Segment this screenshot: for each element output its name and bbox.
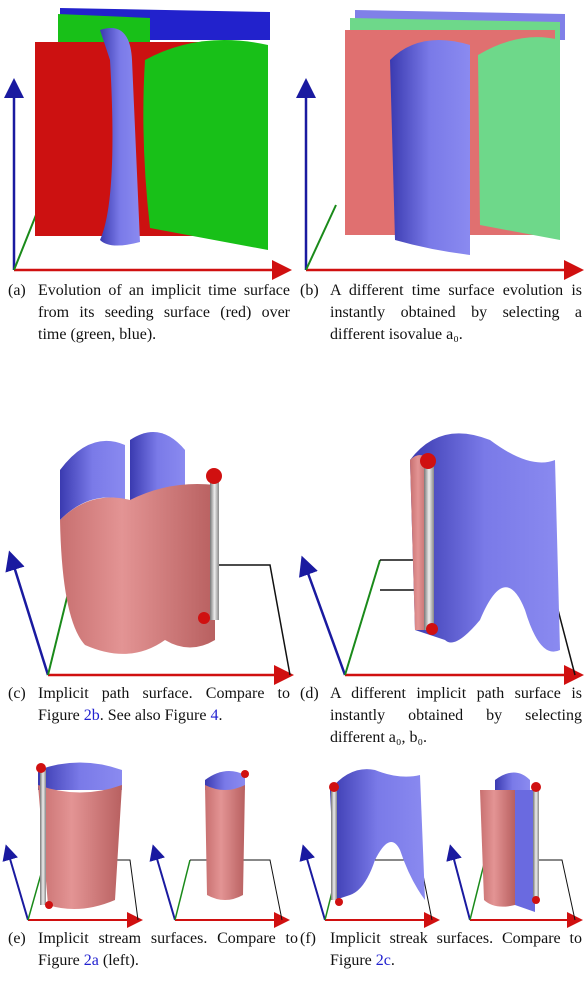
panel-f bbox=[305, 769, 575, 920]
figure-ref[interactable]: 2c bbox=[376, 952, 391, 969]
caption-text: Implicit streak surfaces. Compare to Fig… bbox=[330, 930, 582, 969]
figure-ref[interactable]: 2b bbox=[84, 707, 100, 724]
caption-label: (a) bbox=[8, 280, 38, 302]
caption-label: (d) bbox=[300, 683, 330, 705]
caption: (c)Implicit path surface. Compare to Fig… bbox=[8, 683, 290, 727]
caption: (d)A different implicit path surface is … bbox=[300, 683, 582, 749]
panel-e bbox=[8, 763, 282, 921]
caption-label: (e) bbox=[8, 928, 38, 950]
caption-text: . See also Figure bbox=[100, 707, 211, 724]
panel-c bbox=[12, 432, 290, 675]
figure bbox=[0, 0, 584, 985]
caption: (a)Evolution of an implicit time surface… bbox=[8, 280, 290, 346]
caption-text: . bbox=[218, 707, 222, 724]
caption-text: A different implicit path surface is ins… bbox=[330, 685, 582, 746]
figure-ref[interactable]: 2a bbox=[84, 952, 99, 969]
caption-text: . bbox=[391, 952, 395, 969]
caption-label: (c) bbox=[8, 683, 38, 705]
panel-a bbox=[14, 8, 282, 270]
caption-text: Evolution of an implicit time surface fr… bbox=[38, 282, 290, 343]
panel-b bbox=[306, 10, 574, 270]
page: (a)Evolution of an implicit time surface… bbox=[0, 0, 584, 985]
caption: (f)Implicit streak surfaces. Compare to … bbox=[300, 928, 582, 972]
caption: (b)A different time surface evolution is… bbox=[300, 280, 582, 346]
caption: (e)Implicit stream surfaces. Compare to … bbox=[8, 928, 298, 972]
caption-label: (f) bbox=[300, 928, 330, 950]
panel-d bbox=[305, 433, 575, 675]
caption-text: Implicit stream surfaces. Compare to Fig… bbox=[38, 930, 298, 969]
caption-text: A different time surface evolution is in… bbox=[330, 282, 582, 343]
caption-text: (left). bbox=[99, 952, 139, 969]
caption-label: (b) bbox=[300, 280, 330, 302]
